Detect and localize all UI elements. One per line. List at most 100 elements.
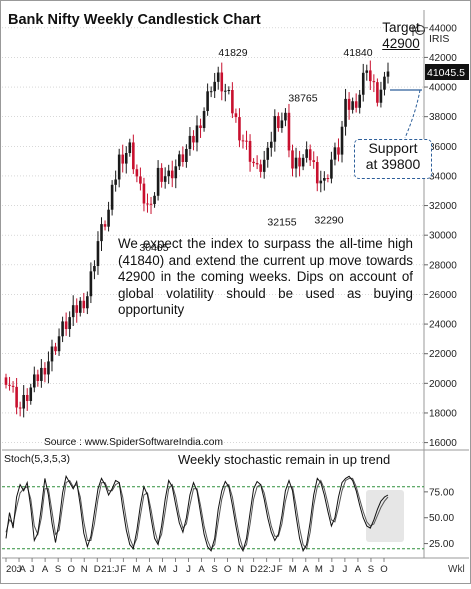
candle-body bbox=[82, 300, 86, 309]
time-tick-label: A bbox=[303, 564, 310, 575]
swing-label: 41840 bbox=[343, 47, 372, 59]
time-tick-label: J bbox=[342, 564, 347, 575]
time-tick-label: S bbox=[368, 564, 374, 575]
candle-body bbox=[337, 147, 340, 155]
candle-body bbox=[209, 91, 213, 93]
support-label: Support bbox=[368, 140, 418, 156]
candle-body bbox=[326, 178, 330, 179]
time-tick-label: A bbox=[198, 564, 205, 575]
candle-body bbox=[351, 101, 354, 110]
candle-body bbox=[110, 184, 114, 210]
candle-body bbox=[301, 157, 305, 167]
time-tick-label: J bbox=[329, 564, 334, 575]
support-callout: Support at 39800 bbox=[354, 139, 432, 179]
candle-body bbox=[220, 72, 224, 92]
candle-body bbox=[121, 154, 125, 164]
candle-body bbox=[245, 140, 248, 142]
candle-body bbox=[255, 163, 259, 165]
candle-body bbox=[252, 161, 255, 164]
candle-body bbox=[50, 346, 54, 362]
time-tick-label: J bbox=[30, 564, 35, 575]
swing-label: 32290 bbox=[314, 214, 343, 226]
candle-body bbox=[231, 90, 234, 114]
time-tick-label: F bbox=[120, 564, 126, 575]
candle-body bbox=[344, 98, 347, 127]
time-tick-label: D bbox=[250, 564, 257, 575]
candle-body bbox=[340, 126, 344, 155]
candle-body bbox=[308, 149, 312, 161]
candle-body bbox=[238, 117, 241, 141]
candle-body bbox=[135, 169, 139, 177]
candle-body bbox=[319, 180, 323, 184]
price-panel: 16000 18000 20000 22000 24000 26000 28000 30000… bbox=[2, 10, 469, 451]
time-tick-label: F bbox=[277, 564, 283, 575]
candle-body bbox=[36, 374, 40, 381]
candle-body bbox=[361, 72, 365, 95]
candle-body bbox=[185, 148, 188, 162]
candle-body bbox=[277, 116, 280, 129]
time-tick-label: J bbox=[17, 564, 22, 575]
candle-body bbox=[93, 266, 96, 272]
candle-body bbox=[43, 367, 47, 375]
candle-body bbox=[181, 154, 185, 162]
candle-body bbox=[379, 89, 383, 103]
candle-body bbox=[128, 142, 132, 154]
stochastic-tick-label: 25.00 bbox=[429, 539, 454, 550]
candle-body bbox=[178, 154, 181, 167]
time-tick-label: M bbox=[289, 564, 297, 575]
target-callout: Target 42900 bbox=[370, 20, 432, 52]
swing-labels: 41829304053876532155322904184037387 bbox=[139, 47, 386, 254]
candle-body bbox=[323, 178, 326, 181]
candle-body bbox=[227, 90, 231, 91]
candle-body bbox=[298, 157, 301, 167]
candle-body bbox=[132, 142, 135, 170]
candle-body bbox=[78, 300, 82, 313]
time-tick-label: O bbox=[380, 564, 387, 575]
time-tick-label: 22:J bbox=[258, 564, 276, 575]
time-tick-label: M bbox=[132, 564, 140, 575]
candle-body bbox=[170, 170, 174, 179]
candle-body bbox=[199, 125, 202, 129]
candle-body bbox=[234, 113, 238, 118]
candle-body bbox=[202, 111, 206, 129]
candle-body bbox=[287, 112, 291, 151]
candle-body bbox=[241, 140, 245, 142]
target-label: Target bbox=[382, 20, 420, 35]
price-gridlines bbox=[2, 27, 424, 443]
price-tick-label: 20000 bbox=[429, 379, 457, 390]
time-tick-label: S bbox=[211, 564, 217, 575]
price-tick-label: 18000 bbox=[429, 408, 457, 419]
stochastic-panel: 25.00 50.00 75.00 Stoch(5,3,5,3) Weekly st… bbox=[2, 450, 469, 575]
candle-body bbox=[206, 91, 209, 112]
candle-body bbox=[160, 167, 163, 182]
candle-body bbox=[280, 120, 284, 129]
time-tick-label: O bbox=[67, 564, 74, 575]
time-tick-label: S bbox=[55, 564, 61, 575]
time-tick-label: 20:A bbox=[6, 564, 26, 575]
candle-body bbox=[71, 305, 75, 318]
price-tick-label: 38000 bbox=[429, 112, 457, 123]
candle-body bbox=[315, 162, 319, 184]
candle-body bbox=[57, 336, 61, 352]
price-tick-label: 22000 bbox=[429, 349, 457, 360]
candle-body bbox=[248, 140, 252, 162]
time-tick-label: A bbox=[42, 564, 49, 575]
stochastic-axis-ticks: 25.00 50.00 75.00 bbox=[424, 487, 454, 550]
target-flag-icon bbox=[411, 25, 425, 36]
time-tick-label: 21:J bbox=[101, 564, 119, 575]
candle-body bbox=[61, 321, 64, 337]
stochastic-k-line bbox=[5, 474, 389, 553]
candle-body bbox=[153, 195, 156, 205]
swing-label: 30405 bbox=[139, 242, 168, 254]
candle-body bbox=[273, 116, 277, 142]
commentary-text: We expect the index to surpass the all-t… bbox=[118, 236, 413, 317]
candle-body bbox=[15, 386, 18, 408]
time-tick-label: N bbox=[81, 564, 88, 575]
candle-body bbox=[294, 157, 298, 169]
candle-body bbox=[11, 385, 15, 387]
candle-body bbox=[354, 101, 358, 108]
candle-body bbox=[259, 164, 262, 172]
time-tick-label: O bbox=[224, 564, 231, 575]
